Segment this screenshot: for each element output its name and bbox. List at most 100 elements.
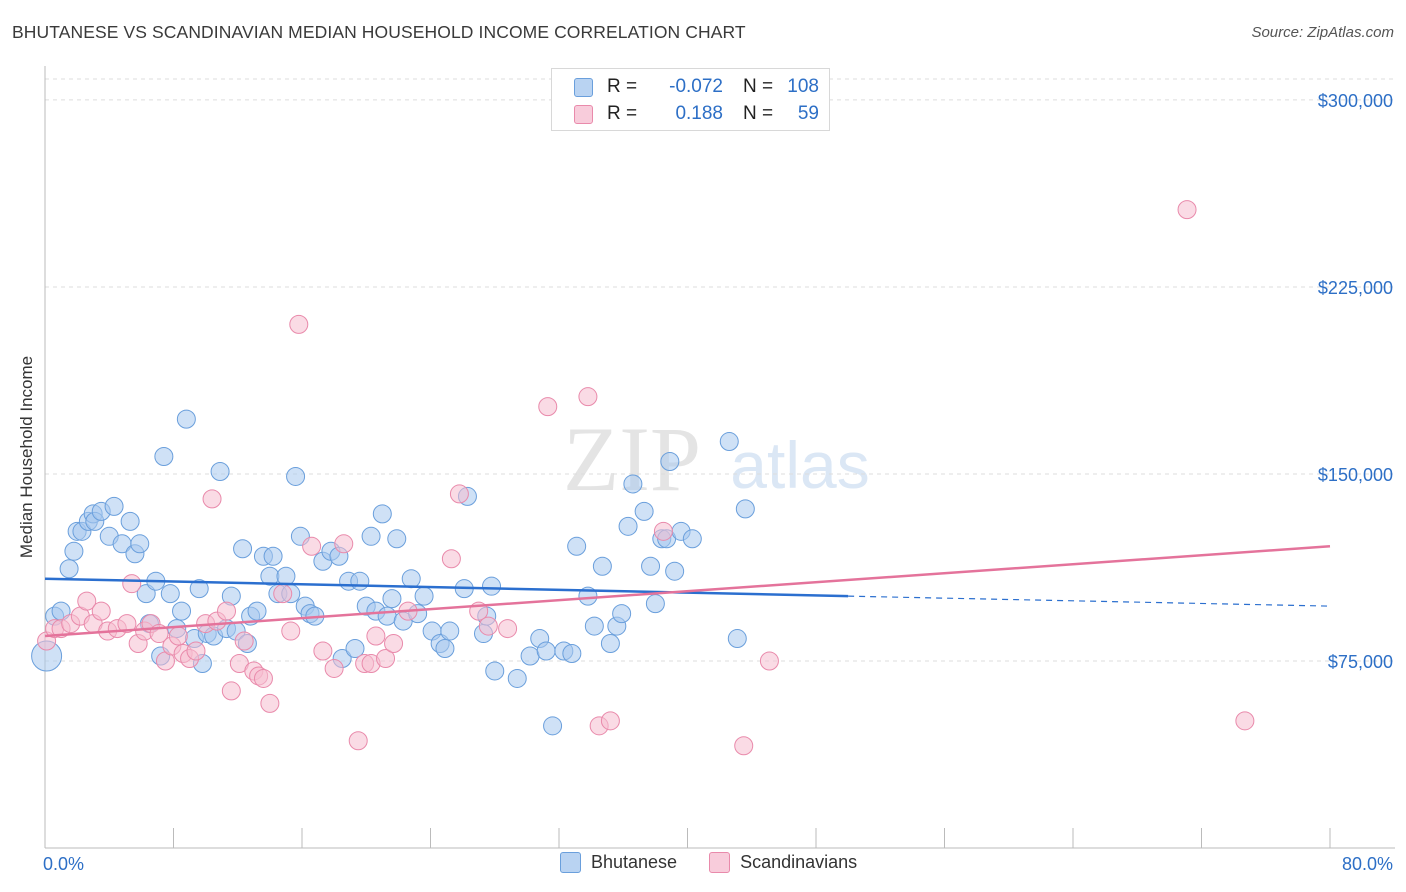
bhutanese-swatch (574, 77, 593, 97)
scandinavian-point (117, 614, 137, 634)
watermark-atlas: atlas (730, 428, 869, 502)
bhutanese-point (387, 529, 407, 549)
scandinavian-point (384, 634, 404, 654)
scandinavian-point (498, 619, 518, 639)
bhutanese-point (414, 586, 434, 606)
n-label: N = (743, 76, 774, 97)
bhutanese-point (562, 644, 582, 664)
legend-row-scandinavians: R = 0.188 N = 59 (574, 102, 819, 126)
series-legend: Bhutanese Scandinavians (560, 852, 889, 873)
chart-title: BHUTANESE VS SCANDINAVIAN MEDIAN HOUSEHO… (12, 22, 746, 42)
trend-lines (44, 545, 1331, 638)
bhutanese-point (130, 534, 150, 554)
r-label: R = (607, 76, 638, 97)
bhutanese-point (612, 604, 632, 624)
r-value: -0.072 (669, 76, 723, 97)
bhutanese-point (176, 409, 196, 429)
bhutanese-point (172, 601, 192, 621)
scandinavian-points (37, 200, 1255, 756)
bhutanese-point (372, 504, 392, 524)
bhutanese-point (361, 526, 381, 546)
x-tick-label: 80.0% (1342, 854, 1393, 874)
bhutanese-point (623, 474, 643, 494)
scandinavian-swatch (574, 104, 593, 124)
y-tick-label: $150,000 (1318, 465, 1393, 485)
scandinavian-point (289, 314, 309, 334)
scandinavian-swatch (709, 852, 731, 873)
bhutanese-point (536, 641, 556, 661)
bhutanese-point (247, 601, 267, 621)
bhutanese-point (345, 639, 365, 659)
legend-item-scandinavians[interactable]: Scandinavians (709, 852, 857, 873)
bhutanese-trend-extension (848, 595, 1331, 607)
bhutanese-point (645, 594, 665, 614)
bhutanese-point (600, 634, 620, 654)
scandinavian-point (324, 658, 344, 678)
source-label: Source: ZipAtlas.com (1251, 24, 1394, 41)
r-label: R = (607, 103, 638, 124)
scandinavian-point (734, 736, 754, 756)
scandinavian-point (281, 621, 301, 641)
scandinavian-point (538, 397, 558, 417)
scandinavian-point (759, 651, 779, 671)
scandinavian-point (1177, 200, 1197, 220)
bhutanese-point (485, 661, 505, 681)
bhutanese-point (350, 571, 370, 591)
x-tick-labels: 0.0% 80.0% (43, 854, 1393, 874)
axes (44, 66, 1395, 849)
r-value: 0.188 (675, 103, 723, 124)
scandinavian-point (348, 731, 368, 751)
bhutanese-point (64, 541, 84, 561)
scandinavian-point (168, 626, 188, 646)
bhutanese-point (382, 589, 402, 609)
scandinavian-point (441, 549, 461, 569)
bhutanese-point (660, 452, 680, 471)
bhutanese-point (286, 466, 306, 486)
scandinavian-point (376, 648, 396, 668)
bhutanese-point (59, 559, 79, 579)
y-tick-labels: $75,000 $150,000 $225,000 $300,000 (1318, 91, 1393, 672)
scandinavian-point (77, 591, 97, 611)
bhutanese-point (727, 629, 747, 649)
scandinavian-point (273, 584, 293, 604)
bhutanese-point (719, 432, 739, 452)
bhutanese-trend-line (44, 577, 849, 598)
watermark-zip: ZIP (563, 408, 701, 510)
legend-label-scandinavians: Scandinavians (740, 852, 858, 872)
scandinavian-point (221, 681, 241, 701)
scandinavian-point (600, 711, 620, 731)
y-tick-label: $75,000 (1328, 652, 1393, 672)
y-tick-label: $225,000 (1318, 278, 1393, 298)
bhutanese-point (665, 561, 685, 581)
grid-lines (45, 78, 1395, 662)
bhutanese-point (104, 496, 124, 516)
watermark: ZIP atlas (563, 408, 870, 510)
bhutanese-point (682, 529, 702, 549)
scandinavian-trend-line (44, 545, 1331, 638)
scandinavian-point (122, 574, 142, 594)
correlation-legend: R = -0.072 N = 108 R = 0.188 N = 59 (551, 68, 830, 131)
scandinavian-point (313, 641, 333, 661)
scandinavian-point (578, 387, 598, 407)
bhutanese-point (189, 579, 209, 599)
legend-item-bhutanese[interactable]: Bhutanese (560, 852, 677, 873)
bhutanese-point (482, 576, 502, 596)
legend-row-bhutanese: R = -0.072 N = 108 (574, 75, 819, 99)
bhutanese-point (507, 668, 527, 688)
scandinavian-point (91, 601, 111, 621)
scandinavian-point (260, 693, 280, 713)
bhutanese-point (440, 621, 460, 641)
bhutanese-point (592, 556, 612, 576)
scandinavian-point (302, 536, 322, 556)
scandinavian-point (217, 601, 237, 621)
bhutanese-point (584, 616, 604, 636)
y-tick-label: $300,000 (1318, 91, 1393, 111)
scandinavian-point (234, 631, 254, 651)
bhutanese-point (520, 646, 540, 666)
scandinavian-point (1235, 711, 1255, 731)
bhutanese-point (210, 461, 230, 481)
bhutanese-point (276, 566, 296, 586)
n-value: 59 (797, 103, 819, 124)
bhutanese-point (435, 639, 455, 659)
